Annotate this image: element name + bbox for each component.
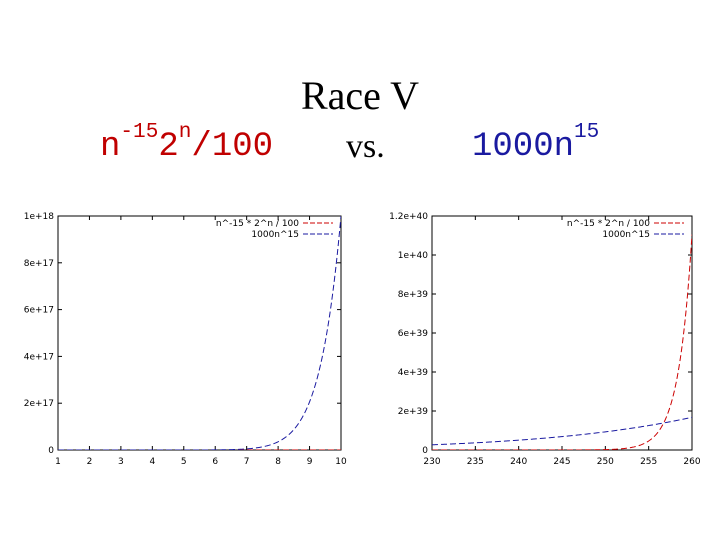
y-tick-label: 0 [422,446,428,456]
x-tick-label: 260 [683,457,700,467]
legend-label: 1000n^15 [251,230,299,240]
left-expression: n-152n/100 [100,120,274,166]
y-tick-label: 6e+17 [24,306,54,316]
y-tick-label: 8e+39 [398,290,429,300]
y-tick-label: 4e+39 [398,368,429,378]
y-tick-label: 6e+39 [398,329,429,339]
y-tick-label: 1e+40 [398,251,429,261]
chart-2: 230 235 240 245 250 255 260 0 2e+39 4e+39 6e+39 8e+… [389,212,701,467]
x-tick-label: 6 [212,457,218,467]
x-tick-label: 235 [467,457,484,467]
legend-label: n^-15 * 2^n / 100 [216,219,299,229]
slide-title: Race V [300,73,420,118]
chart-1: 1 2 3 4 5 6 7 8 9 10 0 2e+17 4e+17 6e+17 8e+17 1e+18 n^-… [24,212,347,467]
series-line-2 [58,216,341,450]
y-tick-label: 1e+18 [24,212,55,222]
x-tick-label: 9 [307,457,313,467]
x-tick-label: 1 [55,457,61,467]
y-tick-label: 2e+39 [398,407,429,417]
plot-frame [57,215,342,451]
y-tick-label: 2e+17 [24,399,54,409]
legend-label: n^-15 * 2^n / 100 [567,219,650,229]
series-line-2 [432,416,692,446]
legend-label: 1000n^15 [602,230,650,240]
vs-label: vs. [346,128,385,165]
x-tick-label: 240 [510,457,527,467]
x-tick-label: 245 [553,457,570,467]
series-line-1 [432,234,692,450]
x-tick-label: 3 [118,457,124,467]
x-tick-label: 230 [423,457,440,467]
x-tick-label: 10 [335,457,347,467]
y-tick-label: 8e+17 [24,259,54,269]
x-tick-label: 7 [244,457,250,467]
x-tick-label: 4 [149,457,155,467]
x-tick-label: 5 [181,457,187,467]
y-tick-label: 0 [48,446,54,456]
plot-frame [431,215,693,451]
y-tick-label: 4e+17 [24,352,54,362]
x-tick-label: 250 [597,457,614,467]
y-tick-label: 1.2e+40 [389,212,428,222]
x-tick-label: 8 [275,457,281,467]
x-tick-label: 255 [640,457,657,467]
x-tick-label: 2 [87,457,93,467]
right-expression: 1000n15 [472,120,600,166]
